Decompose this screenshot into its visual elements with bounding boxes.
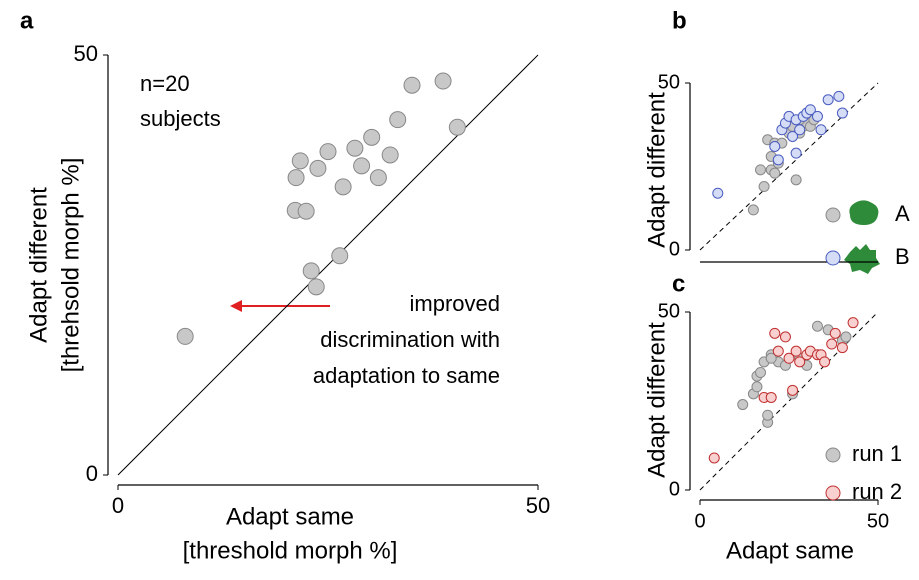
annotation: n=20	[140, 71, 190, 96]
panel-letter: b	[672, 7, 687, 34]
data-point	[822, 94, 834, 106]
data-point	[769, 140, 781, 152]
annotation: improved	[410, 291, 500, 316]
data-point	[790, 147, 802, 159]
data-point	[319, 143, 337, 161]
identity-line	[699, 82, 879, 251]
x-axis-label: Adapt same	[226, 503, 354, 530]
data-point	[811, 110, 823, 122]
data-point	[790, 345, 802, 357]
annotation: subjects	[140, 106, 221, 131]
legend-label: run 1	[852, 441, 902, 466]
legend-label: B	[895, 244, 910, 269]
x-tick-label: 0	[694, 510, 705, 532]
data-point	[790, 174, 802, 186]
x-axis-label: [threshold morph %]	[183, 537, 398, 564]
data-point	[811, 320, 823, 332]
data-point	[369, 169, 387, 187]
data-point	[712, 187, 724, 199]
shape-icon	[849, 200, 879, 225]
data-point	[826, 338, 838, 350]
annotation: adaptation to same	[313, 363, 500, 388]
x-tick-label: 50	[867, 510, 889, 532]
data-point	[769, 167, 781, 179]
data-point	[176, 327, 194, 345]
data-point	[434, 72, 452, 90]
data-point	[794, 356, 806, 368]
data-point	[783, 352, 795, 364]
data-point	[309, 159, 327, 177]
data-point	[836, 107, 848, 119]
data-point	[297, 202, 315, 220]
data-point	[819, 356, 831, 368]
panel-letter: a	[20, 7, 34, 34]
data-point	[331, 247, 349, 265]
y-tick-label: 50	[658, 71, 680, 93]
data-point	[448, 118, 466, 136]
legend-marker	[825, 250, 841, 266]
y-tick-label: 0	[86, 461, 98, 486]
data-point	[287, 169, 305, 187]
y-tick-label: 50	[658, 300, 680, 322]
legend-marker	[825, 485, 841, 501]
y-axis-label: [threhsold morph %]	[57, 158, 84, 373]
shape-icon	[844, 244, 880, 274]
data-point	[769, 327, 781, 339]
y-tick-label: 0	[669, 238, 680, 260]
data-point	[836, 342, 848, 354]
data-point	[787, 130, 799, 142]
legend-marker	[825, 207, 841, 223]
y-axis-label: Adapt different	[25, 187, 52, 343]
data-point	[762, 409, 774, 421]
data-point	[772, 345, 784, 357]
data-point	[403, 76, 421, 94]
x-tick-label: 50	[526, 493, 550, 518]
data-point	[804, 104, 816, 116]
data-point	[291, 152, 309, 170]
data-point	[334, 178, 352, 196]
data-point	[302, 262, 320, 280]
identity-line	[117, 54, 539, 476]
arrow-head	[230, 300, 242, 312]
panel-letter: c	[672, 270, 685, 297]
data-point	[829, 327, 841, 339]
data-point	[755, 367, 767, 379]
data-point	[772, 154, 784, 166]
data-point	[381, 146, 399, 164]
data-point	[833, 90, 845, 102]
legend-label: run 2	[852, 479, 902, 504]
data-point	[794, 124, 806, 136]
legend-icon-a	[849, 200, 879, 225]
data-point	[708, 452, 720, 464]
data-point	[847, 317, 859, 329]
data-point	[307, 278, 325, 296]
x-axis-label: Adapt same	[726, 537, 854, 564]
data-point	[737, 399, 749, 411]
data-point	[389, 111, 407, 129]
annotation: discrimination with	[320, 327, 500, 352]
y-tick-label: 50	[74, 41, 98, 66]
x-tick-label: 0	[112, 493, 124, 518]
y-axis-label: Adapt different	[643, 92, 670, 248]
data-point	[346, 139, 364, 157]
data-point	[755, 164, 767, 176]
data-point	[765, 391, 777, 403]
legend-marker	[825, 447, 841, 463]
legend-icon-b	[844, 244, 880, 274]
y-axis-label: Adapt different	[643, 322, 670, 478]
data-point	[787, 384, 799, 396]
legend-label: A	[895, 201, 910, 226]
y-tick-label: 0	[669, 478, 680, 500]
data-point	[840, 331, 852, 343]
data-point	[747, 204, 759, 216]
data-point	[815, 124, 827, 136]
data-point	[751, 381, 763, 393]
data-point	[353, 157, 371, 175]
data-point	[363, 128, 381, 146]
data-point	[765, 352, 777, 364]
data-point	[779, 331, 791, 343]
data-point	[758, 181, 770, 193]
